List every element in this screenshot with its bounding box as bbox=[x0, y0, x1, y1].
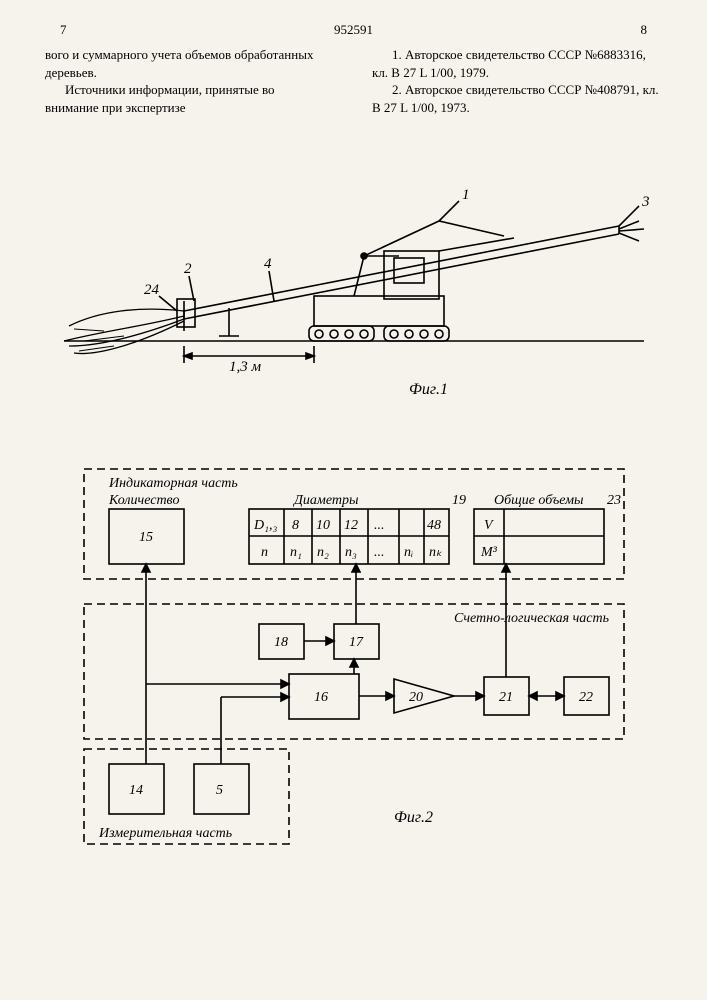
fig2-r1c1: 8 bbox=[292, 518, 299, 533]
fig1-svg: 1 2 3 4 24 1,3 м bbox=[44, 151, 664, 381]
right-para-2: 2. Авторское свидетельство СССР №408791,… bbox=[372, 81, 662, 116]
right-para-1: 1. Авторское свидетельство СССР №6883316… bbox=[372, 46, 662, 81]
fig1-label-4: 4 bbox=[264, 256, 272, 272]
fig2-b16: 16 bbox=[314, 690, 328, 705]
page-num-right: 8 bbox=[641, 22, 648, 38]
figure-1: 1 2 3 4 24 1,3 м Фиг.1 bbox=[44, 151, 664, 399]
fig2-b20: 20 bbox=[409, 690, 423, 705]
fig2-r2c6: nₖ bbox=[429, 545, 443, 560]
fig2-b23: 23 bbox=[607, 493, 621, 508]
fig2-r1c5: 48 bbox=[427, 518, 441, 533]
fig2-r1c4: ... bbox=[374, 518, 385, 533]
fig2-r1c2: 10 bbox=[316, 518, 330, 533]
fig2-caption: Фиг.2 bbox=[174, 809, 654, 827]
fig2-svg: Индикаторная часть Количество Диаметры О… bbox=[54, 449, 654, 849]
fig2-vol-v: V bbox=[484, 518, 494, 533]
fig1-dimension: 1,3 м bbox=[229, 359, 262, 375]
fig2-logic-label: Счетно-логическая часть bbox=[454, 611, 609, 626]
figure-2: Индикаторная часть Количество Диаметры О… bbox=[54, 449, 654, 827]
fig2-r1c0: D₁,₃ bbox=[253, 518, 277, 533]
fig2-b5: 5 bbox=[216, 783, 223, 798]
fig2-measure-label: Измерительная часть bbox=[98, 826, 232, 841]
fig2-b14: 14 bbox=[129, 783, 143, 798]
fig2-quantity-label: Количество bbox=[108, 493, 179, 508]
fig2-b17: 17 bbox=[349, 635, 364, 650]
fig2-diameters-label: Диаметры bbox=[292, 493, 358, 508]
page: 7 8 952591 вого и суммарного учета объем… bbox=[0, 0, 707, 1000]
fig2-b18: 18 bbox=[274, 635, 288, 650]
fig2-r1c3: 12 bbox=[344, 518, 358, 533]
fig1-label-2: 2 bbox=[184, 261, 192, 277]
left-column: вого и суммарного учета объемов обработа… bbox=[0, 46, 325, 116]
fig2-r2c2: n₂ bbox=[317, 545, 329, 560]
left-para-2: Источники информации, принятые во вниман… bbox=[45, 81, 325, 116]
page-num-left: 7 bbox=[60, 22, 67, 38]
fig1-label-3: 3 bbox=[641, 194, 650, 210]
fig2-b22: 22 bbox=[579, 690, 593, 705]
doc-number: 952591 bbox=[334, 22, 373, 38]
fig2-b21: 21 bbox=[499, 690, 513, 705]
fig2-indicator-label: Индикаторная часть bbox=[108, 476, 238, 491]
fig1-label-24: 24 bbox=[144, 282, 160, 298]
right-column: 1. Авторское свидетельство СССР №6883316… bbox=[372, 46, 707, 116]
fig1-label-1: 1 bbox=[462, 187, 470, 203]
text-columns: вого и суммарного учета объемов обработа… bbox=[0, 46, 707, 116]
fig2-r2c5: nᵢ bbox=[404, 545, 413, 560]
fig2-r2c4: ... bbox=[374, 545, 385, 560]
fig2-b19: 19 bbox=[452, 493, 466, 508]
fig2-r2c3: n₃ bbox=[345, 545, 357, 560]
left-para-1: вого и суммарного учета объемов обработа… bbox=[45, 46, 325, 81]
fig2-r2c1: n₁ bbox=[290, 545, 302, 560]
fig2-totalvol-label: Общие объемы bbox=[494, 493, 584, 508]
fig2-b15: 15 bbox=[139, 530, 153, 545]
fig1-caption: Фиг.1 bbox=[194, 381, 664, 399]
fig2-vol-m3: M³ bbox=[480, 545, 498, 560]
fig2-r2c0: n bbox=[261, 545, 268, 560]
